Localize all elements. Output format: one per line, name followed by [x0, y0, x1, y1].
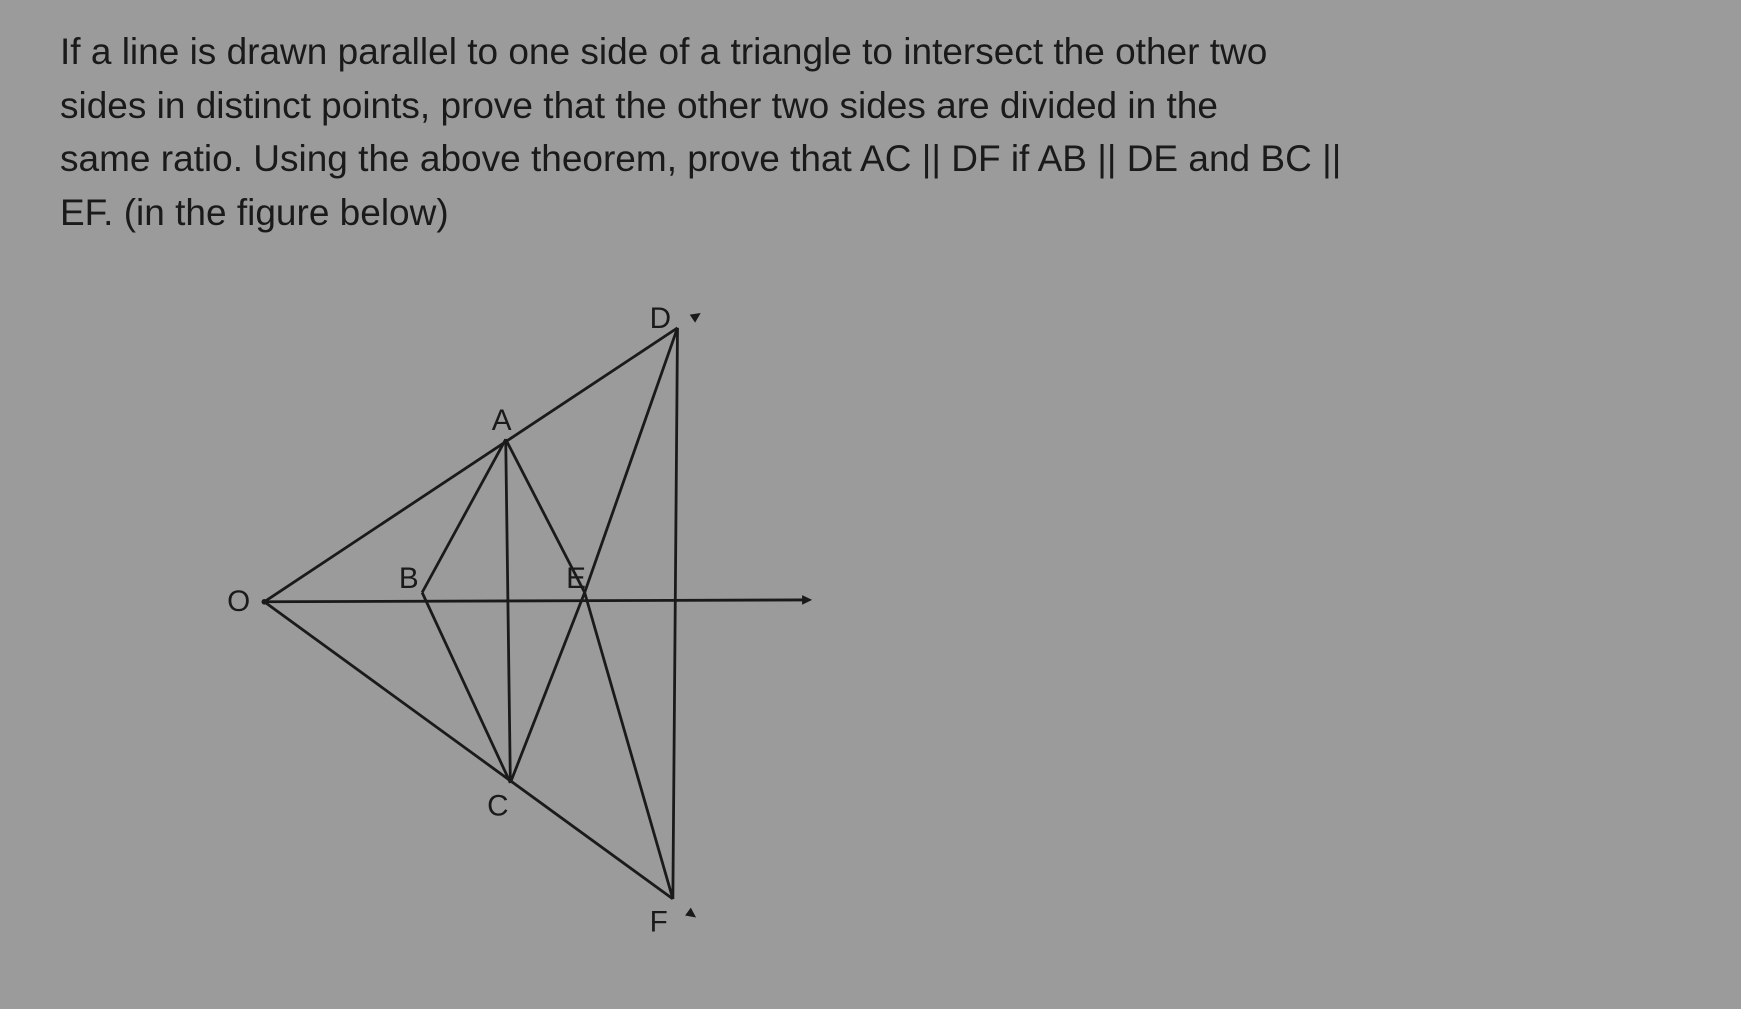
vertex-label-D: D	[650, 302, 671, 335]
segment-OF	[264, 602, 673, 899]
segment-AC	[506, 439, 511, 783]
geometry-figure: O A B C D E F	[180, 300, 980, 950]
segment-AB	[422, 439, 506, 592]
vertex-label-C: C	[487, 789, 508, 822]
figure-svg: O A B C D E F	[180, 300, 980, 950]
vertex-label-E: E	[566, 562, 586, 595]
vertex-label-F: F	[650, 905, 668, 938]
vertex-label-A: A	[492, 404, 512, 437]
segment-OD	[264, 328, 677, 602]
vertex-label-O: O	[227, 585, 250, 618]
question-line-3: same ratio. Using the above theorem, pro…	[60, 138, 1341, 179]
segment-CE	[510, 593, 584, 783]
segment-DE	[585, 328, 678, 593]
question-text: If a line is drawn parallel to one side …	[60, 25, 1681, 240]
question-line-4: EF. (in the figure below)	[60, 192, 449, 233]
question-line-2: sides in distinct points, prove that the…	[60, 85, 1218, 126]
segment-EF	[585, 593, 673, 899]
question-line-1: If a line is drawn parallel to one side …	[60, 31, 1267, 72]
segment-DF	[673, 328, 678, 899]
ray-OE	[264, 600, 803, 602]
vertex-label-B: B	[399, 562, 419, 595]
segment-BC	[422, 593, 510, 783]
